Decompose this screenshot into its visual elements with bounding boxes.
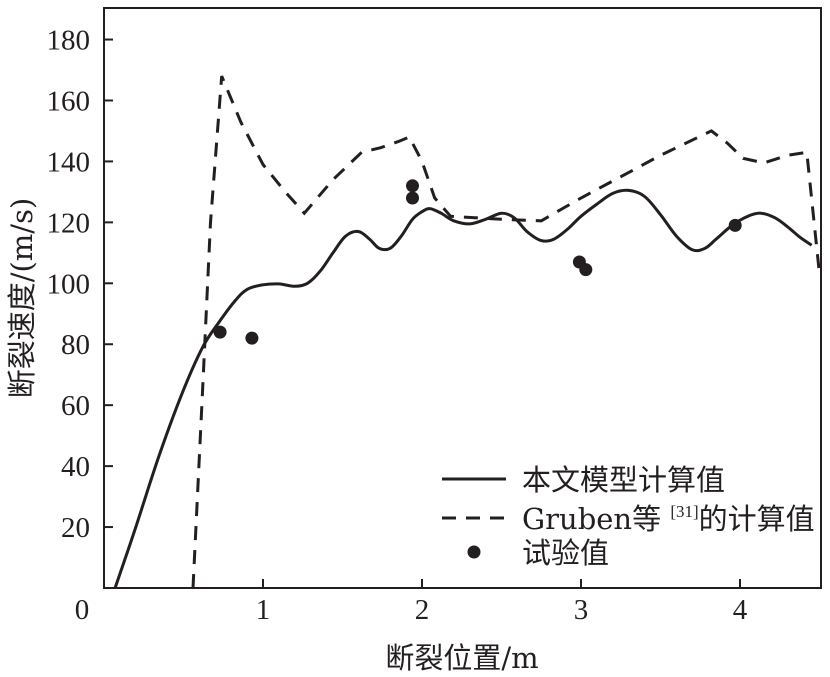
series-line-gruben — [191, 75, 821, 588]
plot-area — [103, 7, 822, 589]
legend: 本文模型计算值 Gruben等 [31]的计算值 试验值 — [442, 463, 815, 570]
x-tick-label-2: 2 — [415, 594, 430, 626]
y-tick-label-160: 160 — [47, 85, 91, 117]
legend-gruben-rest: 的计算值 — [699, 502, 815, 536]
legend-label-test: 试验值 — [522, 536, 609, 570]
y-tick-label-120: 120 — [47, 207, 91, 239]
data-point-test-0 — [213, 325, 227, 339]
y-tick-label-100: 100 — [47, 268, 91, 300]
data-point-test-1 — [245, 331, 259, 345]
x-tick-label-4: 4 — [733, 594, 748, 626]
y-tick-label-140: 140 — [47, 146, 91, 178]
y-axis: 20 40 60 80 100 120 140 160 180 — [47, 25, 113, 544]
y-axis-label: 断裂速度/(m/s) — [5, 198, 39, 399]
y-tick-label-40: 40 — [61, 451, 90, 483]
y-tick-label-80: 80 — [61, 329, 90, 361]
x-axis: 0 1 2 3 4 — [75, 579, 748, 626]
data-point-test-6 — [728, 218, 742, 232]
y-tick-label-180: 180 — [47, 25, 91, 57]
x-tick-label-3: 3 — [574, 594, 589, 626]
x-tick-label-1: 1 — [256, 594, 271, 626]
legend-label-gruben: Gruben等 [31]的计算值 — [522, 502, 815, 536]
x-tick-label-0: 0 — [75, 594, 90, 626]
data-point-test-5 — [579, 263, 593, 277]
plot-frame — [103, 7, 822, 589]
legend-gruben-superscript: [31] — [670, 502, 698, 521]
series-layer — [113, 75, 821, 588]
legend-gruben-text: Gruben等 — [522, 502, 661, 536]
data-point-test-3 — [406, 191, 419, 205]
legend-label-model: 本文模型计算值 — [522, 463, 725, 497]
data-point-test-2 — [406, 179, 419, 193]
y-tick-label-20: 20 — [61, 512, 90, 544]
x-axis-label: 断裂位置/m — [385, 641, 538, 675]
series-line-model — [113, 188, 813, 588]
y-tick-label-60: 60 — [61, 390, 90, 422]
legend-marker-dot — [467, 545, 481, 559]
